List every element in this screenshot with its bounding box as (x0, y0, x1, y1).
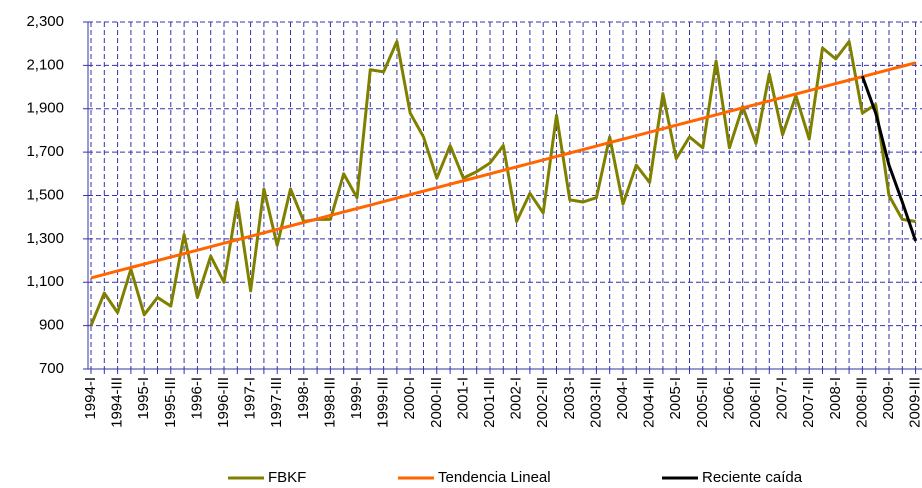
x-tick-label: 2008-I (827, 377, 844, 420)
x-tick-label: 1994-III (109, 377, 126, 428)
y-tick-label: 1,300 (26, 230, 64, 247)
x-tick-label: 2008-III (853, 377, 870, 428)
x-tick-label: 2003-III (587, 377, 604, 428)
x-tick-label: 2009-I (880, 377, 897, 420)
x-tick-label: 1994-I (82, 377, 99, 420)
y-tick-label: 2,300 (26, 13, 64, 30)
series-line (90, 61, 916, 280)
x-tick-label: 1996-I (188, 377, 205, 420)
series-line (860, 75, 918, 242)
x-tick-label: 2006-III (747, 377, 764, 428)
x-tick-label: 1998-I (295, 377, 312, 420)
y-tick-label: 1,500 (26, 186, 64, 203)
x-tick-label: 2002-I (508, 377, 525, 420)
legend-label: Reciente caída (702, 469, 803, 486)
x-tick-label: 1999-I (348, 377, 365, 420)
x-tick-label: 1999-III (375, 377, 392, 428)
x-tick-label: 2009-III (907, 377, 922, 428)
x-tick-label: 1996-III (215, 377, 232, 428)
y-tick-label: 2,100 (26, 56, 64, 73)
x-tick-label: 1997-I (242, 377, 259, 420)
x-tick-label: 1997-III (268, 377, 285, 428)
x-tick-label: 1995-I (135, 377, 152, 420)
x-tick-label: 2000-I (401, 377, 418, 420)
x-tick-label: 2004-I (614, 377, 631, 420)
y-tick-label: 1,900 (26, 100, 64, 117)
x-tick-label: 2005-III (694, 377, 711, 428)
x-tick-label: 2000-III (428, 377, 445, 428)
x-tick-label: 1998-III (321, 377, 338, 428)
x-tick-label: 2006-I (720, 377, 737, 420)
x-tick-label: 2001-III (481, 377, 498, 428)
x-tick-label: 2002-III (534, 377, 551, 428)
x-tick-label: 2001-I (454, 377, 471, 420)
x-tick-label: 2004-III (641, 377, 658, 428)
legend-label: Tendencia Lineal (438, 469, 551, 486)
x-tick-label: 1995-III (162, 377, 179, 428)
x-tick-label: 2007-I (774, 377, 791, 420)
x-tick-label: 2003-I (561, 377, 578, 420)
series-line (89, 40, 916, 327)
x-tick-label: 2007-III (800, 377, 817, 428)
legend-label: FBKF (268, 469, 306, 486)
y-tick-label: 900 (39, 317, 64, 334)
y-tick-label: 1,100 (26, 273, 64, 290)
x-tick-label: 2005-I (667, 377, 684, 420)
y-tick-label: 1,700 (26, 143, 64, 160)
y-tick-label: 700 (39, 360, 64, 377)
